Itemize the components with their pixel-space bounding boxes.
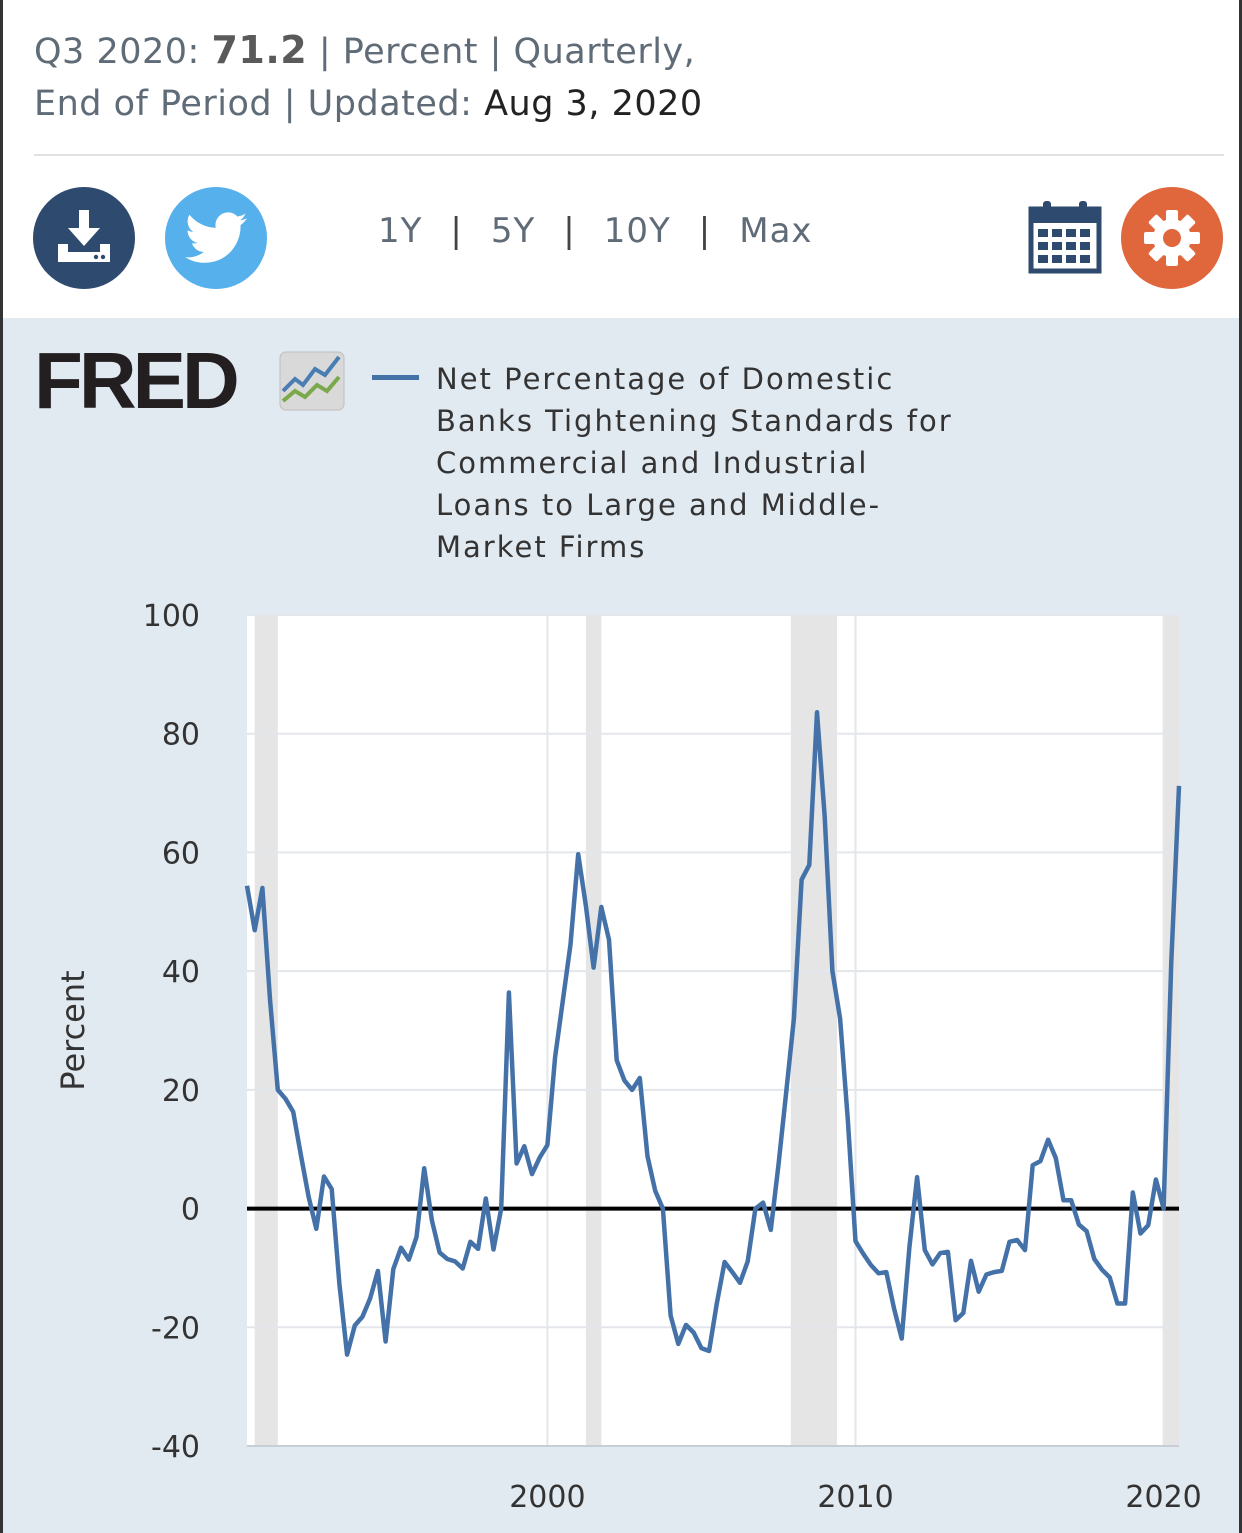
fred-logo: FRED — [34, 336, 240, 425]
plot-area — [247, 615, 1179, 1446]
twitter-icon — [185, 212, 247, 263]
header-line-1: Q3 2020: 71.2 | Percent | Quarterly, — [34, 24, 1224, 78]
x-tick-label: 2020 — [1125, 1480, 1201, 1515]
range-5y[interactable]: 5Y — [490, 211, 536, 251]
y-tick-label: 60 — [162, 836, 200, 871]
frame-right-edge — [1239, 0, 1242, 1533]
gear-icon — [1144, 210, 1200, 266]
fred-graph-logo-icon — [279, 351, 345, 411]
range-separator: | — [698, 211, 712, 251]
range-separator: | — [450, 211, 463, 251]
header-divider — [34, 154, 1224, 156]
updated-date: Aug 3, 2020 — [484, 84, 703, 124]
settings-button[interactable] — [1121, 187, 1223, 289]
legend-swatch — [372, 375, 419, 380]
latest-value: 71.2 — [211, 28, 308, 72]
legend-series-title: Net Percentage of Domestic Banks Tighten… — [436, 362, 953, 564]
units-frequency: | Percent | Quarterly, — [318, 32, 696, 72]
download-button[interactable] — [33, 187, 135, 289]
y-tick-label: 0 — [181, 1193, 200, 1228]
y-tick-label: 20 — [162, 1074, 200, 1109]
y-axis-label: Percent — [54, 970, 92, 1090]
updated-label: End of Period | Updated: — [34, 84, 473, 124]
y-tick-label: -20 — [151, 1311, 200, 1346]
period-label: Q3 2020: — [34, 32, 200, 72]
calendar-button[interactable] — [1028, 199, 1102, 275]
twitter-share-button[interactable] — [165, 187, 267, 289]
header-line-2: End of Period | Updated: Aug 3, 2020 — [34, 78, 1224, 130]
calendar-icon — [1028, 201, 1102, 274]
series-line — [244, 710, 1182, 1357]
series-header: Q3 2020: 71.2 | Percent | Quarterly, End… — [34, 24, 1224, 130]
range-separator: | — [563, 211, 576, 251]
date-range-selector: 1Y | 5Y | 10Y | Max — [378, 211, 813, 251]
recession-band — [585, 615, 602, 1446]
frame-left-edge — [0, 0, 3, 1533]
y-tick-label: 80 — [162, 718, 200, 753]
x-tick-label: 2000 — [509, 1480, 585, 1515]
range-1y[interactable]: 1Y — [378, 211, 423, 251]
range-max[interactable]: Max — [739, 211, 813, 251]
y-tick-label: -40 — [151, 1430, 200, 1465]
x-tick-label: 2010 — [817, 1480, 893, 1515]
download-icon — [58, 210, 110, 262]
y-tick-label: 100 — [143, 599, 200, 634]
range-10y[interactable]: 10Y — [603, 211, 671, 251]
y-tick-label: 40 — [162, 955, 200, 990]
recession-band — [254, 615, 278, 1446]
